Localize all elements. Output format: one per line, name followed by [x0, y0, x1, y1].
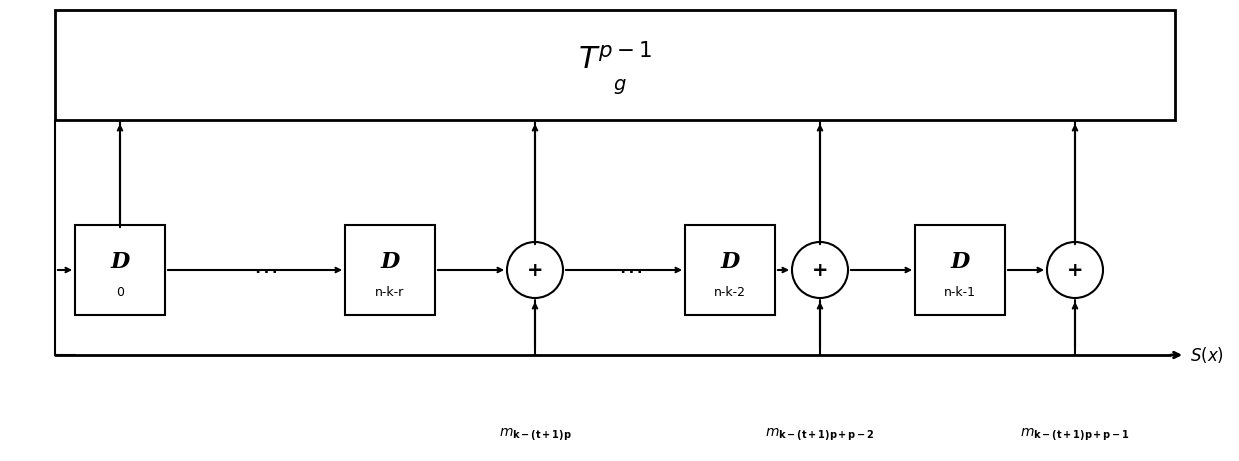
Text: D: D	[380, 251, 400, 273]
Text: $m_{\mathbf{k-(t+1)p+p-2}}$: $m_{\mathbf{k-(t+1)p+p-2}}$	[766, 427, 875, 443]
Bar	[76, 225, 165, 315]
Text: $T^{p-1}$: $T^{p-1}$	[577, 44, 652, 76]
Bar	[55, 10, 1175, 120]
Text: $S(x)$: $S(x)$	[1189, 345, 1224, 365]
Text: +: +	[812, 260, 828, 279]
Text: 0: 0	[116, 285, 124, 299]
Text: $m_{\mathbf{k-(t+1)p}}$: $m_{\mathbf{k-(t+1)p}}$	[498, 427, 571, 443]
Bar	[914, 225, 1005, 315]
Circle shape	[1047, 242, 1103, 298]
Text: n-k-r: n-k-r	[375, 285, 405, 299]
Circle shape	[792, 242, 847, 298]
Text: +: +	[527, 260, 543, 279]
Bar	[344, 225, 435, 315]
Circle shape	[507, 242, 563, 298]
Text: n-k-1: n-k-1	[944, 285, 976, 299]
Text: D: D	[720, 251, 740, 273]
Text: D: D	[110, 251, 130, 273]
Bar	[685, 225, 776, 315]
Text: $\cdots$: $\cdots$	[618, 258, 642, 282]
Text: n-k-2: n-k-2	[714, 285, 746, 299]
Text: $\cdots$: $\cdots$	[253, 258, 278, 282]
Text: $m_{\mathbf{k-(t+1)p+p-1}}$: $m_{\mathbf{k-(t+1)p+p-1}}$	[1020, 427, 1130, 443]
Text: +: +	[1067, 260, 1083, 279]
Text: $g$: $g$	[613, 77, 627, 96]
Text: D: D	[950, 251, 970, 273]
